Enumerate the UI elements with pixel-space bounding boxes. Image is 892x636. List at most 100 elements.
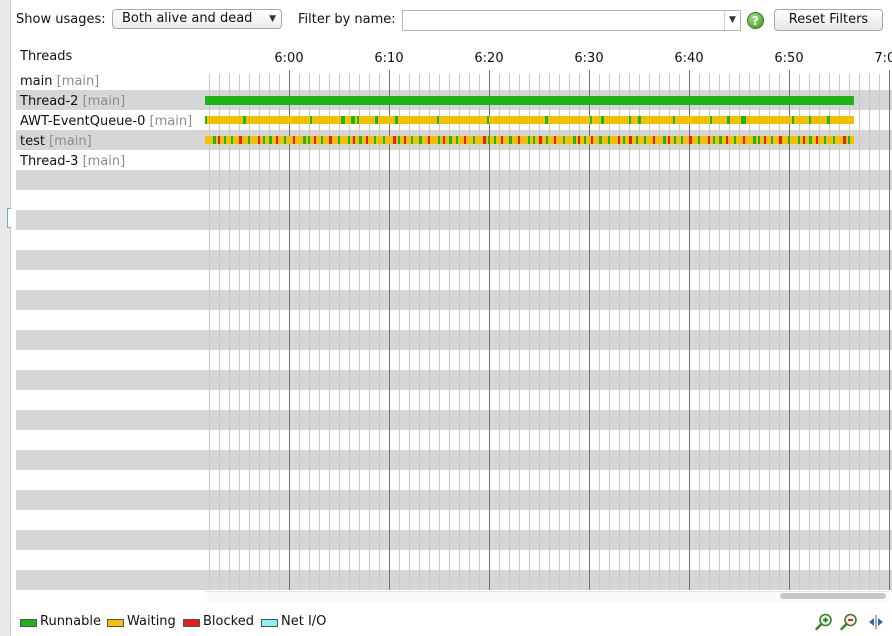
test-segment bbox=[359, 136, 362, 144]
row-stripe bbox=[16, 250, 892, 270]
time-tick-label: 6:30 bbox=[574, 51, 604, 66]
thread-row-thread-2[interactable]: Thread-2 [main] bbox=[20, 94, 125, 109]
zoom-out-icon[interactable] bbox=[839, 612, 859, 632]
test-segment bbox=[314, 136, 316, 144]
test-segment bbox=[726, 136, 728, 144]
horizontal-scrollbar[interactable] bbox=[205, 591, 889, 602]
thread-row-awt-eventqueue-0[interactable]: AWT-EventQueue-0 [main] bbox=[20, 114, 192, 129]
left-panel-edge bbox=[0, 0, 11, 636]
show-usages-combo[interactable]: Both alive and dead ▼ bbox=[112, 9, 282, 29]
thread-name: Thread-3 bbox=[20, 154, 79, 169]
test-segment bbox=[533, 136, 535, 144]
threads-column-header: Threads bbox=[20, 49, 73, 64]
awt-segment bbox=[638, 116, 641, 124]
row-stripe bbox=[16, 570, 892, 590]
test-segment bbox=[348, 136, 350, 144]
row-stripe bbox=[16, 410, 892, 430]
time-tick-label: 6:40 bbox=[674, 51, 704, 66]
awt-segment bbox=[310, 116, 312, 124]
test-segment bbox=[269, 136, 272, 144]
fit-width-icon[interactable] bbox=[866, 612, 886, 632]
legend-label: Runnable bbox=[40, 614, 101, 629]
legend-label: Net I/O bbox=[281, 614, 327, 629]
thread-state-bar[interactable] bbox=[205, 136, 854, 144]
chevron-down-icon: ▼ bbox=[269, 14, 276, 24]
filter-label: Filter by name: bbox=[298, 12, 396, 27]
panel-edge-marker bbox=[7, 208, 11, 228]
test-segment bbox=[743, 136, 745, 144]
row-stripe bbox=[16, 330, 892, 350]
show-usages-value: Both alive and dead bbox=[122, 11, 253, 26]
test-segment bbox=[644, 136, 646, 144]
thread-group: [main] bbox=[82, 154, 126, 169]
thread-state-bar[interactable] bbox=[205, 116, 854, 124]
test-segment bbox=[518, 136, 520, 144]
test-segment bbox=[563, 136, 565, 144]
scrollbar-thumb[interactable] bbox=[780, 593, 886, 599]
test-segment bbox=[509, 136, 512, 144]
test-segment bbox=[263, 136, 265, 144]
reset-filters-button[interactable]: Reset Filters bbox=[774, 9, 883, 31]
awt-segment bbox=[741, 116, 746, 124]
awt-segment bbox=[395, 116, 398, 124]
thread-group: [main] bbox=[82, 94, 126, 109]
thread-row-test[interactable]: test [main] bbox=[20, 134, 92, 149]
awt-segment bbox=[357, 116, 359, 124]
filter-input[interactable] bbox=[402, 10, 725, 31]
thread-state-bar[interactable] bbox=[205, 96, 854, 105]
awt-segment bbox=[487, 116, 489, 124]
awt-segment bbox=[590, 116, 592, 124]
row-stripe bbox=[16, 370, 892, 390]
test-segment bbox=[411, 136, 413, 144]
thread-row-main[interactable]: main [main] bbox=[20, 74, 99, 89]
test-segment bbox=[258, 136, 260, 144]
test-segment bbox=[584, 136, 586, 144]
test-segment bbox=[248, 136, 250, 144]
thread-group: [main] bbox=[149, 114, 193, 129]
test-segment bbox=[276, 136, 278, 144]
question-circle-icon[interactable]: ? bbox=[747, 12, 764, 29]
thread-group: [main] bbox=[56, 74, 100, 89]
toolbar: Show usages: Both alive and dead ▼ Filte… bbox=[16, 8, 892, 32]
test-segment bbox=[218, 136, 220, 144]
show-usages-label: Show usages: bbox=[16, 12, 106, 27]
test-segment bbox=[809, 136, 812, 144]
test-segment bbox=[398, 136, 400, 144]
awt-segment bbox=[351, 116, 355, 124]
time-tick-label: 6:10 bbox=[374, 51, 404, 66]
awt-segment bbox=[205, 116, 207, 124]
row-stripe bbox=[16, 170, 892, 190]
test-segment bbox=[539, 136, 542, 144]
test-segment bbox=[668, 136, 670, 144]
thread-row-thread-3[interactable]: Thread-3 [main] bbox=[20, 154, 125, 169]
awt-segment bbox=[601, 116, 604, 124]
test-segment bbox=[753, 136, 756, 144]
awt-segment bbox=[343, 116, 345, 124]
zoom-in-icon[interactable] bbox=[814, 612, 834, 632]
test-segment bbox=[464, 136, 466, 144]
test-segment bbox=[788, 136, 790, 144]
test-segment bbox=[443, 136, 445, 144]
awt-segment bbox=[827, 116, 830, 124]
test-segment bbox=[578, 136, 580, 144]
awt-segment bbox=[629, 116, 631, 124]
row-stripe bbox=[16, 210, 892, 230]
test-segment bbox=[713, 136, 715, 144]
test-segment bbox=[798, 136, 800, 144]
awt-segment bbox=[545, 116, 548, 124]
awt-segment bbox=[673, 116, 675, 124]
test-segment bbox=[308, 136, 310, 144]
test-segment bbox=[816, 136, 818, 144]
awt-segment bbox=[809, 116, 811, 124]
test-segment bbox=[719, 136, 722, 144]
time-tick-label: 6:50 bbox=[774, 51, 804, 66]
filter-history-dropdown[interactable]: ▼ bbox=[724, 10, 741, 31]
test-segment bbox=[494, 136, 496, 144]
test-segment bbox=[623, 136, 625, 144]
test-segment bbox=[663, 136, 666, 144]
test-segment bbox=[293, 136, 295, 144]
threads-timeline: Threads 6:00 6:10 6:20 6:30 6:40 6:50 7:… bbox=[16, 42, 892, 590]
thread-name: Thread-2 bbox=[20, 94, 79, 109]
time-tick-label: 6:00 bbox=[274, 51, 304, 66]
test-segment bbox=[231, 136, 233, 144]
